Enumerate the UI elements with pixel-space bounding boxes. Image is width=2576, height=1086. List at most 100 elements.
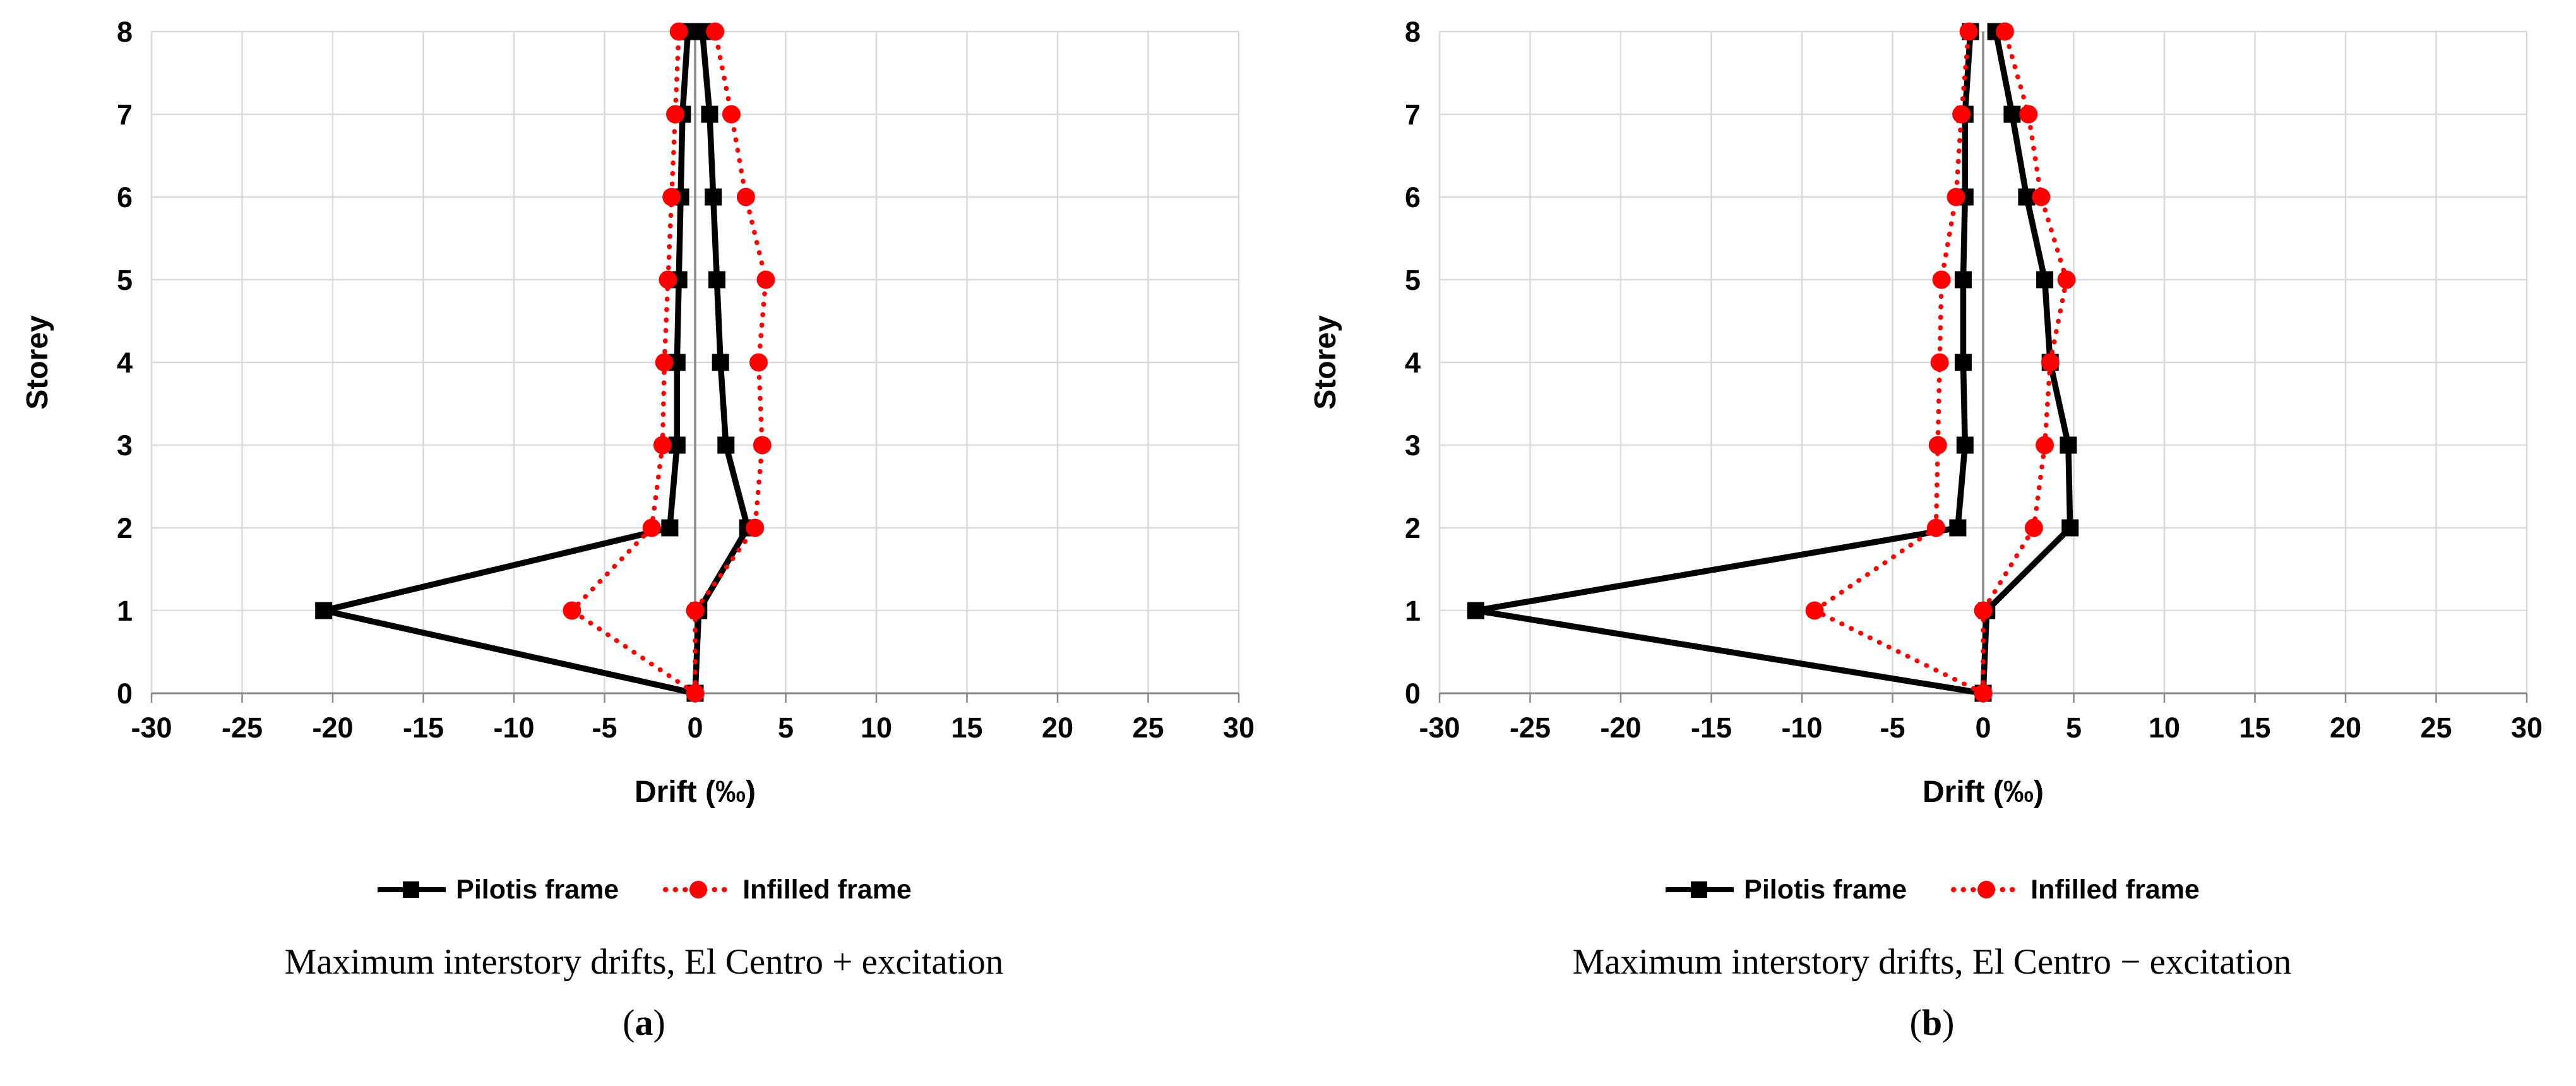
- panel-b: -30 -25 -20 -15 -10 -5 0 5 10 15 20 25 30 Drift (‰) 0 1…: [1288, 0, 2576, 1086]
- square-marker: [2061, 519, 2079, 537]
- x-tick-label: -30: [1419, 712, 1460, 744]
- legend-item-infilled: Infilled frame: [1951, 874, 2200, 905]
- square-marker: [1954, 271, 1972, 289]
- square-marker: [1954, 354, 1972, 371]
- circle-marker: [746, 518, 765, 537]
- circle-marker: [753, 436, 772, 455]
- x-tick-label: 15: [2239, 712, 2270, 744]
- circle-marker: [642, 518, 661, 537]
- legend-label-infilled: Infilled frame: [742, 874, 912, 905]
- circle-marker: [655, 353, 674, 372]
- square-marker: [315, 602, 333, 619]
- y-tick-label: 5: [1405, 264, 1421, 296]
- panel-label-a: (a): [623, 1001, 665, 1044]
- panel-label-b: (b): [1910, 1001, 1955, 1044]
- series-infilled-frame: [1805, 22, 2076, 703]
- square-marker: [1956, 436, 1974, 454]
- y-tick-label: 7: [1405, 98, 1421, 131]
- circle-marker: [1930, 353, 1949, 372]
- y-axis: 0 1 2 3 4 5 6 7 8 Storey: [1309, 16, 1421, 710]
- square-marker: [712, 354, 729, 371]
- y-tick-label: 3: [1405, 429, 1421, 462]
- y-tick-label: 8: [1405, 16, 1421, 48]
- legend-label-infilled: Infilled frame: [2030, 874, 2200, 905]
- legend-b: Pilotis frame Infilled frame: [1664, 867, 2200, 912]
- x-tick-label: 20: [1042, 712, 1073, 744]
- x-tick-label: -30: [131, 712, 172, 744]
- x-tick-label: 0: [687, 712, 703, 744]
- circle-marker: [2036, 436, 2054, 455]
- y-tick-label: 0: [117, 677, 133, 710]
- y-axis-title: Storey: [1309, 315, 1342, 410]
- x-tick-label: 30: [1223, 712, 1255, 744]
- x-tick-label: -10: [1781, 712, 1822, 744]
- y-tick-label: 5: [117, 264, 133, 296]
- square-marker: [1949, 519, 1967, 537]
- envelope-positive: [693, 29, 768, 696]
- square-marker: [661, 519, 679, 537]
- x-tick-label: -20: [312, 712, 353, 744]
- circle-marker: [1947, 188, 1965, 206]
- square-marker: [1467, 602, 1484, 619]
- square-marker: [701, 105, 719, 123]
- y-tick-label: 0: [1405, 677, 1421, 710]
- circle-marker: [722, 105, 741, 124]
- x-tick-label: 10: [2149, 712, 2180, 744]
- panel-label-b-close: ): [1942, 1002, 1955, 1043]
- circle-marker: [706, 22, 725, 41]
- circle-marker: [749, 353, 768, 372]
- y-tick-label: 1: [1405, 595, 1421, 627]
- square-marker: [2003, 105, 2021, 123]
- circle-marker: [2041, 353, 2060, 372]
- circle-marker: [1928, 436, 1947, 455]
- circle-marker: [1974, 684, 1993, 703]
- legend-item-infilled: Infilled frame: [663, 874, 912, 905]
- circle-marker: [662, 188, 681, 206]
- x-tick-label: -5: [592, 712, 617, 744]
- circle-marker: [665, 105, 684, 124]
- y-axis: 0 1 2 3 4 5 6 7 8 Storey: [21, 16, 133, 710]
- x-tick-label: 10: [861, 712, 892, 744]
- series-infilled-frame: [563, 22, 775, 703]
- pilotis-line-square-icon: [378, 881, 446, 898]
- x-axis: -30 -25 -20 -15 -10 -5 0 5 10 15 20 25 30 Drift (‰): [1419, 692, 2543, 809]
- pilotis-line-square-icon: [1666, 881, 1734, 898]
- circle-marker: [2024, 518, 2043, 537]
- y-tick-label: 8: [117, 16, 133, 48]
- x-tick-label: 30: [2511, 712, 2543, 744]
- x-tick-label: -25: [222, 712, 263, 744]
- x-tick-label: -25: [1510, 712, 1551, 744]
- legend-label-pilotis: Pilotis frame: [1744, 874, 1907, 905]
- circle-marker: [2019, 105, 2038, 124]
- x-tick-label: 25: [2420, 712, 2452, 744]
- circle-marker: [1952, 105, 1971, 124]
- caption-a: Maximum interstory drifts, El Centro + e…: [284, 942, 1004, 982]
- infilled-dotted-circle-icon: [1951, 881, 2022, 898]
- y-tick-label: 2: [117, 512, 133, 544]
- circle-marker: [1995, 22, 2014, 41]
- y-tick-label: 6: [1405, 181, 1421, 213]
- square-marker: [705, 188, 722, 206]
- panel-label-a-close: ): [653, 1002, 665, 1043]
- circle-marker: [2057, 270, 2076, 289]
- circle-marker: [1932, 270, 1951, 289]
- circle-marker: [563, 601, 581, 620]
- circle-marker: [686, 684, 705, 703]
- circle-marker: [736, 188, 755, 206]
- circle-marker: [669, 22, 688, 41]
- panel-label-b-letter: b: [1921, 1002, 1943, 1043]
- circle-marker: [659, 270, 677, 289]
- gridlines: [150, 30, 1240, 695]
- y-tick-label: 7: [117, 98, 133, 131]
- y-axis-title: Storey: [21, 315, 54, 410]
- y-tick-label: 3: [117, 429, 133, 462]
- x-tick-label: 25: [1132, 712, 1164, 744]
- infilled-dotted-circle-icon: [663, 881, 734, 898]
- x-tick-label: 5: [778, 712, 794, 744]
- x-axis-title: Drift (‰): [1923, 775, 2044, 809]
- panel-a: -30 -25 -20 -15 -10 -5 0 5 10 15 20 25 30 Drift (‰) 0 1…: [21, 16, 1255, 1044]
- legend-item-pilotis: Pilotis frame: [376, 874, 619, 905]
- circle-marker: [1974, 601, 1993, 620]
- circle-marker: [653, 436, 672, 455]
